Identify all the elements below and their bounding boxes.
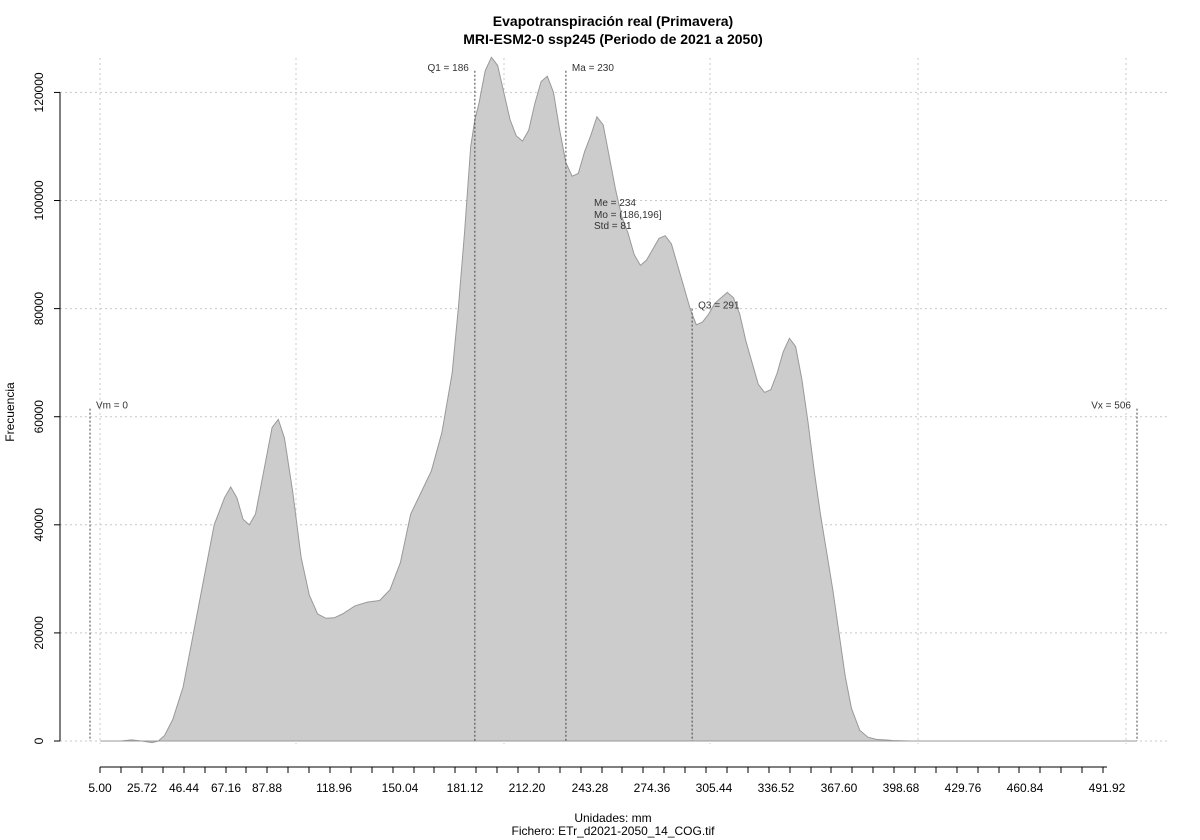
stat-markers: Vm = 0 Q1 = 186 Ma = 230 Q3 = 291 Vx = 506 bbox=[89, 63, 1138, 741]
x-axis-label: Unidades: mm bbox=[574, 811, 651, 825]
y-tick-label: 60000 bbox=[32, 400, 46, 434]
x-tick-label: 150.04 bbox=[382, 781, 419, 795]
stat-marker-label: Q3 = 291 bbox=[698, 301, 740, 312]
footer-filename: Fichero: ETr_d2021-2050_14_COG.tif bbox=[512, 824, 716, 838]
x-tick-label: 212.20 bbox=[509, 781, 546, 795]
density-area-path bbox=[100, 56, 1137, 744]
x-tick-label: 181.12 bbox=[447, 781, 484, 795]
stat-median-label: Me = 234 bbox=[594, 198, 636, 209]
x-tick-label: 243.28 bbox=[572, 781, 609, 795]
y-tick-label: 120000 bbox=[32, 72, 46, 112]
y-tick-label: 20000 bbox=[32, 616, 46, 650]
stats-block: Me = 234 Mo = (186,196] Std = 81 bbox=[594, 198, 662, 232]
stat-std-label: Std = 81 bbox=[594, 221, 632, 232]
x-tick-label: 274.36 bbox=[634, 781, 671, 795]
x-tick-label: 5.00 bbox=[88, 781, 112, 795]
x-tick-label: 429.76 bbox=[945, 781, 982, 795]
stat-marker-label: Vm = 0 bbox=[96, 401, 128, 412]
y-tick-label: 80000 bbox=[32, 292, 46, 326]
y-axis-label: Frecuencia bbox=[3, 382, 17, 442]
chart-subtitle: MRI-ESM2-0 ssp245 (Periodo de 2021 a 205… bbox=[463, 31, 763, 47]
x-tick-label: 460.84 bbox=[1007, 781, 1044, 795]
x-tick-label: 491.92 bbox=[1089, 781, 1126, 795]
x-tick-label: 305.44 bbox=[696, 781, 733, 795]
x-tick-label: 87.88 bbox=[252, 781, 282, 795]
stat-marker-label: Ma = 230 bbox=[572, 63, 614, 74]
axes: 0 20000 40000 60000 80000 100000 120000 5.00 25.… bbox=[32, 72, 1126, 795]
chart-title: Evapotranspiración real (Primavera) bbox=[493, 13, 733, 29]
stat-mode-label: Mo = (186,196] bbox=[594, 210, 662, 221]
x-tick-label: 336.52 bbox=[758, 781, 795, 795]
x-tick-label: 25.72 bbox=[127, 781, 157, 795]
x-tick-label: 46.44 bbox=[169, 781, 199, 795]
x-tick-label: 367.60 bbox=[821, 781, 858, 795]
stat-marker-label: Q1 = 186 bbox=[427, 63, 469, 74]
x-tick-label: 398.68 bbox=[883, 781, 920, 795]
y-tick-label: 40000 bbox=[32, 508, 46, 542]
x-tick-label: 118.96 bbox=[316, 781, 352, 795]
y-tick-label: 100000 bbox=[32, 180, 46, 220]
y-tick-label: 0 bbox=[32, 737, 46, 744]
x-tick-label: 67.16 bbox=[211, 781, 241, 795]
stat-marker-label: Vx = 506 bbox=[1091, 401, 1131, 412]
density-area bbox=[100, 56, 1137, 744]
